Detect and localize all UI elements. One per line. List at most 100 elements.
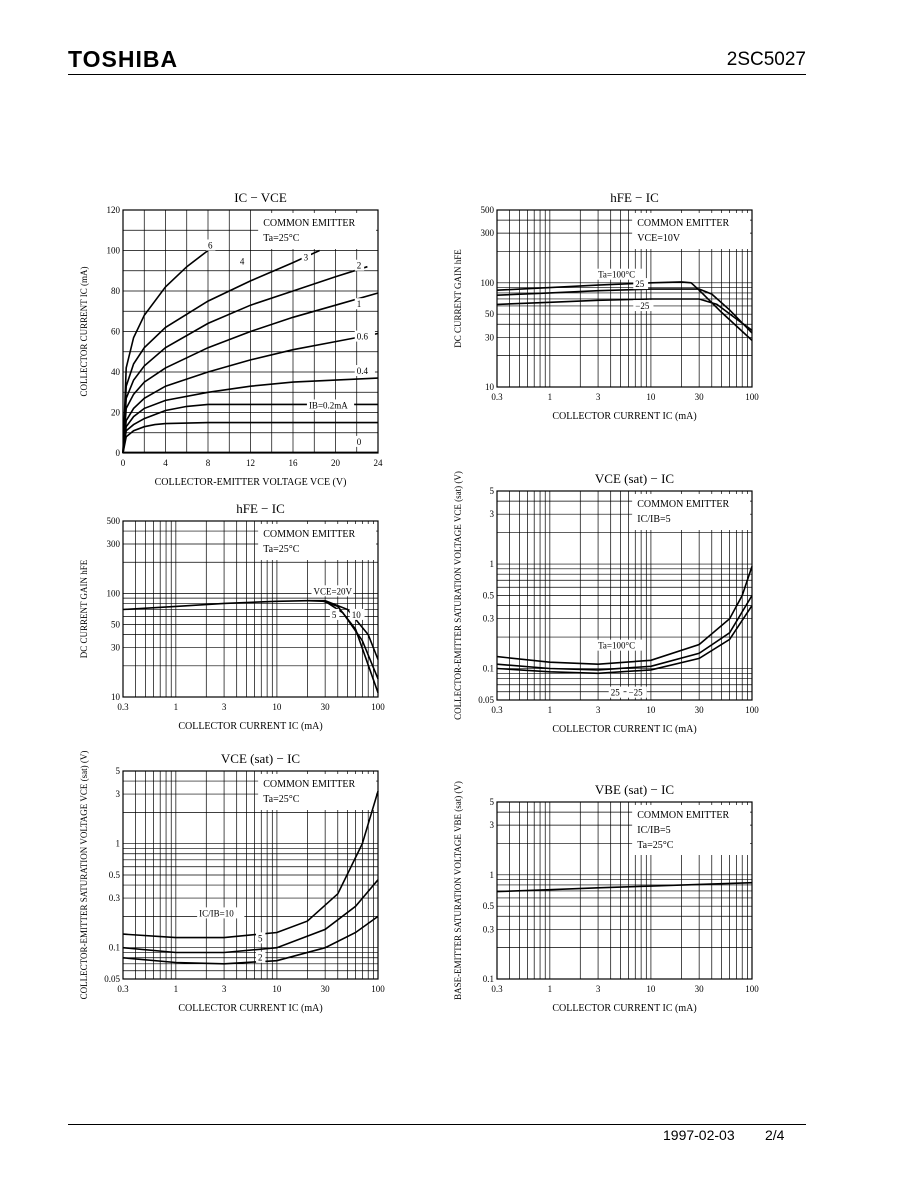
series-line-0 <box>496 881 753 893</box>
x-axis-label: COLLECTOR CURRENT IC (mA) <box>552 1003 696 1014</box>
y-tick-label: 20 <box>111 408 121 418</box>
series-line-0 <box>496 281 753 341</box>
y-tick-label: 120 <box>107 205 121 215</box>
series-line-3 <box>122 292 379 454</box>
series-label-bg <box>633 300 654 312</box>
x-tick-label: 0.3 <box>117 984 129 994</box>
x-tick-label: 3 <box>596 392 601 402</box>
series-label-bg <box>301 251 312 263</box>
chart-title: hFE − IC <box>236 501 285 516</box>
x-tick-label: 12 <box>246 458 255 468</box>
y-tick-label: 0.3 <box>109 893 121 903</box>
footer-date: 1997-02-03 <box>663 1127 735 1143</box>
chart-title: hFE − IC <box>610 190 659 205</box>
series-label-2: −25 <box>629 688 644 698</box>
series-label-bg <box>354 365 375 377</box>
x-tick-label: 10 <box>272 984 282 994</box>
notes-box <box>632 213 750 249</box>
y-tick-label: 100 <box>107 588 121 598</box>
plot-area <box>496 801 753 980</box>
plot-area <box>496 490 753 701</box>
x-tick-label: 0.3 <box>117 702 129 712</box>
notes-box <box>258 774 376 810</box>
series-line-0 <box>496 566 753 666</box>
x-tick-label: 1 <box>548 392 553 402</box>
y-tick-label: 3 <box>116 789 121 799</box>
series-label-bg <box>596 268 644 280</box>
y-tick-label: 1 <box>490 559 495 569</box>
series-line-2 <box>496 605 753 675</box>
series-label-6: 0.4 <box>357 366 369 376</box>
x-axis-label: COLLECTOR-EMITTER VOLTAGE VCE (V) <box>155 477 347 488</box>
chart-note: COMMON EMITTER <box>637 499 729 510</box>
y-tick-label: 0.5 <box>109 870 121 880</box>
y-axis-label: COLLECTOR-EMITTER SATURATION VOLTAGE VCE… <box>79 751 89 1000</box>
x-axis-label: COLLECTOR CURRENT IC (mA) <box>552 411 696 422</box>
series-label-bg <box>354 298 365 310</box>
x-tick-label: 100 <box>371 702 385 712</box>
x-tick-label: 4 <box>163 458 168 468</box>
x-tick-label: 0.3 <box>491 392 503 402</box>
x-tick-label: 3 <box>596 705 601 715</box>
x-tick-label: 8 <box>206 458 211 468</box>
series-label-0: 6 <box>208 240 213 250</box>
x-tick-label: 0 <box>121 458 126 468</box>
y-tick-label: 1 <box>116 839 121 849</box>
series-line-0 <box>122 249 209 454</box>
series-label-5: 0.6 <box>357 332 369 342</box>
x-tick-label: 100 <box>745 392 759 402</box>
y-tick-label: 0.3 <box>483 924 495 934</box>
series-line-1 <box>496 288 753 334</box>
chart-note: IC/IB=5 <box>637 514 670 525</box>
footer-page: 2/4 <box>765 1127 785 1143</box>
x-tick-label: 3 <box>222 984 227 994</box>
series-label-bg <box>608 686 624 698</box>
series-label-1: 4 <box>240 257 245 267</box>
series-label-0: Ta=100°C <box>598 270 635 280</box>
plot-frame <box>496 209 753 388</box>
x-axis-label: COLLECTOR CURRENT IC (mA) <box>552 724 696 735</box>
y-axis-label: BASE-EMITTER SATURATION VOLTAGE VBE (sat… <box>453 781 463 1000</box>
y-tick-label: 0.3 <box>483 614 495 624</box>
y-tick-label: 0.1 <box>483 664 494 674</box>
series-label-1: 25 <box>611 688 621 698</box>
series-label-bg <box>306 399 355 411</box>
y-tick-label: 3 <box>490 820 495 830</box>
y-tick-label: 500 <box>481 205 495 215</box>
notes-box <box>632 494 750 530</box>
chart-note: COMMON EMITTER <box>637 218 729 229</box>
series-label-bg <box>626 686 647 698</box>
x-tick-label: 16 <box>289 458 299 468</box>
x-tick-label: 30 <box>321 984 331 994</box>
x-tick-label: 20 <box>331 458 341 468</box>
x-tick-label: 1 <box>174 984 179 994</box>
y-tick-label: 500 <box>107 516 121 526</box>
chart-note: Ta=25°C <box>263 794 299 805</box>
series-label-2: 3 <box>304 253 309 263</box>
series-label-bg <box>206 239 216 251</box>
series-label-1: 5 <box>258 933 263 943</box>
plot-frame <box>122 770 379 980</box>
series-label-bg <box>329 608 340 620</box>
series-line-6 <box>122 403 378 454</box>
plot-area <box>122 520 379 698</box>
chart-note: COMMON EMITTER <box>263 529 355 540</box>
series-label-8: 0 <box>357 437 362 447</box>
y-tick-label: 3 <box>490 509 495 519</box>
part-number: 2SC5027 <box>726 49 806 70</box>
y-tick-label: 50 <box>111 620 121 630</box>
series-label-bg <box>354 259 365 271</box>
notes-box <box>258 524 376 560</box>
series-label-1: 5 <box>332 610 337 620</box>
y-tick-label: 30 <box>111 643 121 653</box>
chart-note: Ta=25°C <box>637 840 673 851</box>
x-tick-label: 0.3 <box>491 705 503 715</box>
series-label-bg <box>354 435 365 447</box>
chart-title: VCE (sat) − IC <box>595 471 674 486</box>
x-tick-label: 0.3 <box>491 984 503 994</box>
series-label-bg <box>633 278 649 290</box>
series-line-2 <box>122 915 379 965</box>
series-line-2 <box>122 265 368 454</box>
